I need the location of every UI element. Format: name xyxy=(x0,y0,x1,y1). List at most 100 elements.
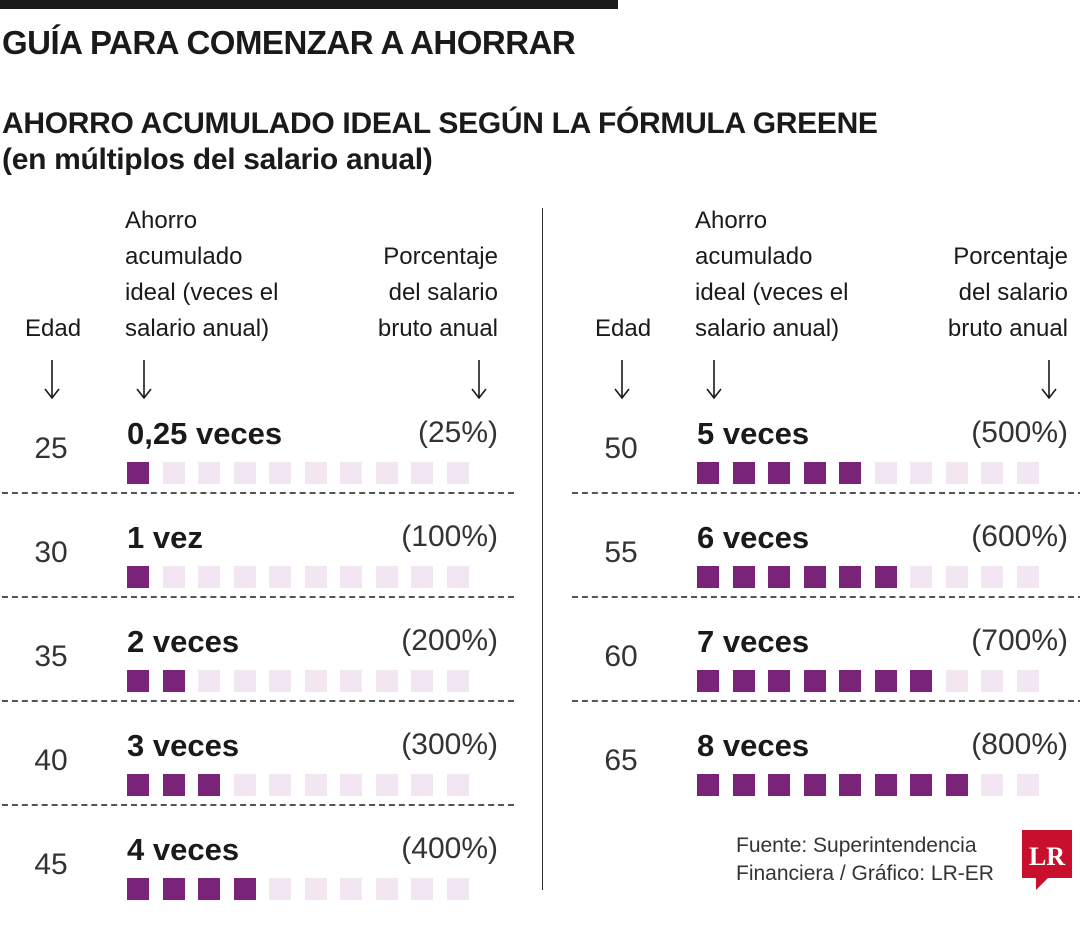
down-arrow-icon xyxy=(706,360,722,400)
square-meter xyxy=(697,670,1039,692)
empty-square xyxy=(1016,462,1039,484)
row-percentage: (500%) xyxy=(971,416,1068,449)
row-age: 60 xyxy=(604,640,638,673)
row-separator xyxy=(2,700,514,702)
filled-square xyxy=(697,462,719,484)
row-multiple: 1 vez xyxy=(127,520,203,555)
filled-square xyxy=(910,670,932,692)
empty-square xyxy=(874,462,897,484)
header-ahorro-line: Ahorro xyxy=(695,207,768,234)
filled-square xyxy=(127,566,149,588)
empty-square xyxy=(233,670,256,692)
empty-square xyxy=(910,462,932,484)
empty-square xyxy=(162,566,185,588)
table-row: 25 0,25 veces (25%) xyxy=(0,412,520,516)
filled-square xyxy=(839,462,861,484)
empty-square xyxy=(340,670,362,692)
header-porcentaje-line: bruto anual xyxy=(377,315,498,342)
filled-square xyxy=(768,566,790,588)
row-multiple: 0,25 veces xyxy=(127,416,283,451)
empty-square xyxy=(411,670,433,692)
square-meter xyxy=(697,462,1039,484)
empty-square xyxy=(411,878,433,900)
filled-square xyxy=(874,566,897,588)
empty-square xyxy=(945,566,968,588)
filled-square xyxy=(732,774,755,796)
row-multiple: 8 veces xyxy=(697,728,810,763)
empty-square xyxy=(411,774,433,796)
empty-square xyxy=(162,462,185,484)
row-separator xyxy=(2,492,514,494)
header-ahorro-line: salario anual) xyxy=(125,315,270,342)
filled-square xyxy=(803,462,826,484)
filled-square xyxy=(910,774,932,796)
filled-square xyxy=(732,670,755,692)
row-percentage: (700%) xyxy=(971,624,1068,657)
square-meter xyxy=(127,566,469,588)
empty-square xyxy=(981,670,1003,692)
square-meter xyxy=(697,774,1039,796)
filled-square xyxy=(839,670,861,692)
down-arrow-icon xyxy=(614,360,630,400)
header-ahorro: Ahorro acumulado ideal (veces el salario… xyxy=(125,203,278,347)
empty-square xyxy=(269,670,291,692)
empty-square xyxy=(981,462,1003,484)
table-row: 35 2 veces (200%) xyxy=(0,620,520,724)
table-row: 50 5 veces (500%) xyxy=(570,412,1080,516)
filled-square xyxy=(697,670,719,692)
logo-text: LR xyxy=(1029,842,1065,871)
square-meter xyxy=(127,878,469,900)
empty-square xyxy=(446,462,469,484)
empty-square xyxy=(1016,566,1039,588)
empty-square xyxy=(304,774,327,796)
header-porcentaje-line: bruto anual xyxy=(947,315,1068,342)
row-separator xyxy=(572,596,1080,598)
empty-square xyxy=(304,462,327,484)
filled-square xyxy=(768,670,790,692)
table-row: 55 6 veces (600%) xyxy=(570,516,1080,620)
empty-square xyxy=(198,462,220,484)
row-separator xyxy=(572,492,1080,494)
source-line-1: Fuente: Superintendencia xyxy=(736,834,977,857)
filled-square xyxy=(697,774,719,796)
header-porcentaje: Porcentaje del salario bruto anual xyxy=(378,239,498,347)
source-credit: Fuente: Superintendencia Financiera / Gr… xyxy=(736,832,994,888)
empty-square xyxy=(340,462,362,484)
empty-square xyxy=(375,462,398,484)
filled-square xyxy=(874,670,897,692)
table-row: 65 8 veces (800%) xyxy=(570,724,1080,828)
empty-square xyxy=(375,774,398,796)
square-meter xyxy=(127,462,469,484)
header-ahorro-line: ideal (veces el xyxy=(125,279,279,306)
filled-square xyxy=(732,462,755,484)
filled-square xyxy=(768,462,790,484)
header-ahorro-line: acumulado xyxy=(695,243,813,270)
row-age: 35 xyxy=(34,640,68,673)
empty-square xyxy=(1016,670,1039,692)
empty-square xyxy=(340,878,362,900)
row-separator xyxy=(2,804,514,806)
row-percentage: (300%) xyxy=(401,728,498,761)
filled-square xyxy=(768,774,790,796)
table-row: 60 7 veces (700%) xyxy=(570,620,1080,724)
row-age: 25 xyxy=(34,432,68,465)
top-rule xyxy=(0,0,618,9)
down-arrow-icon xyxy=(471,360,487,400)
empty-square xyxy=(910,566,932,588)
table-row: 30 1 vez (100%) xyxy=(0,516,520,620)
source-line-2: Financiera / Gráfico: LR-ER xyxy=(736,862,994,885)
row-percentage: (25%) xyxy=(417,416,498,449)
empty-square xyxy=(198,566,220,588)
filled-square xyxy=(697,566,719,588)
empty-square xyxy=(304,670,327,692)
subtitle-line-2: (en múltiplos del salario anual) xyxy=(2,143,433,176)
row-percentage: (600%) xyxy=(971,520,1068,553)
empty-square xyxy=(269,566,291,588)
empty-square xyxy=(340,566,362,588)
empty-square xyxy=(945,462,968,484)
row-multiple: 6 veces xyxy=(697,520,810,555)
row-age: 40 xyxy=(34,744,68,777)
lr-logo-icon: LR xyxy=(1022,830,1072,890)
table-row: 45 4 veces (400%) xyxy=(0,828,520,932)
filled-square xyxy=(198,878,220,900)
